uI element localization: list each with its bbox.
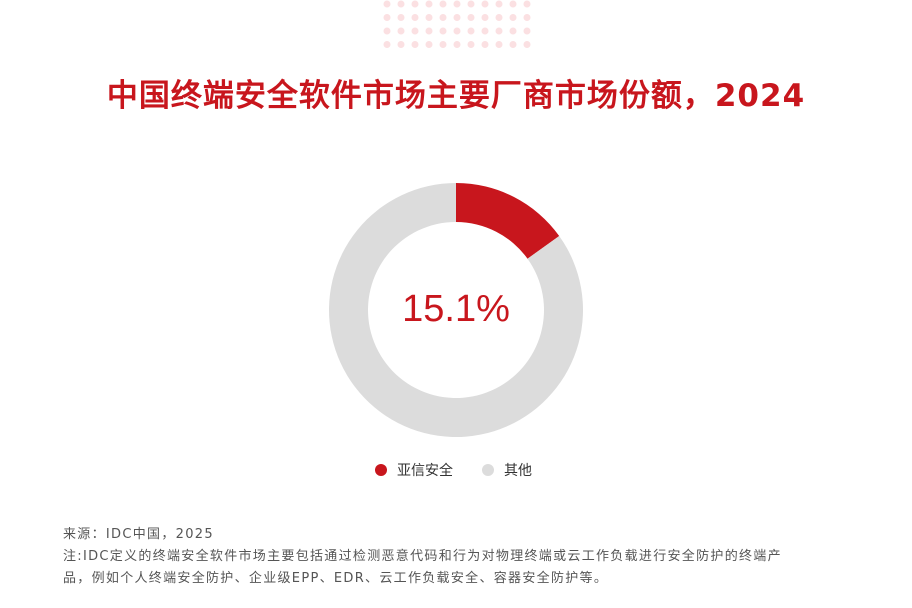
decorative-dot: [439, 27, 447, 35]
decorative-dot: [411, 14, 419, 21]
decorative-dot: [439, 14, 447, 21]
legend-item-1: 其他: [482, 460, 532, 480]
decorative-dot: [481, 27, 489, 35]
legend-label: 亚信安全: [397, 463, 453, 479]
decorative-dot: [397, 0, 405, 8]
decorative-dot: [453, 41, 461, 48]
decorative-dot: [523, 14, 531, 21]
decorative-dot: [453, 0, 461, 8]
decorative-dot: [467, 0, 475, 8]
decorative-dot: [509, 0, 517, 8]
decorative-dot: [397, 27, 405, 35]
decorative-dot: [481, 0, 489, 8]
legend-swatch-red: [375, 464, 387, 476]
decorative-dot: [467, 14, 475, 21]
note-line-1: 注:IDC定义的终端安全软件市场主要包括通过检测恶意代码和行为对物理终端或云工作…: [63, 549, 782, 564]
decorative-dot: [509, 14, 517, 21]
decorative-dot: [495, 0, 503, 8]
decorative-dot: [411, 27, 419, 35]
decorative-dot: [411, 0, 419, 8]
decorative-dot: [495, 41, 503, 48]
decorative-dot: [481, 14, 489, 21]
decorative-dot: [425, 41, 433, 48]
note-line-2: 品，例如个人终端安全防护、企业级EPP、EDR、云工作负载安全、容器安全防护等。: [63, 571, 609, 586]
decorative-dot: [439, 41, 447, 48]
decorative-dot: [425, 14, 433, 21]
donut-slice-1: [329, 183, 583, 437]
chart-title: 中国终端安全软件市场主要厂商市场份额，2024: [106, 78, 806, 114]
decorative-dot: [467, 27, 475, 35]
decorative-dot: [383, 27, 391, 35]
decorative-dot: [425, 0, 433, 8]
decorative-dot: [397, 14, 405, 21]
legend-label: 其他: [504, 463, 532, 479]
decorative-dot: [481, 41, 489, 48]
decorative-dot: [383, 41, 391, 48]
decorative-dot: [523, 27, 531, 35]
decorative-dot: [397, 41, 405, 48]
decorative-dot: [467, 41, 475, 48]
decorative-dot: [383, 0, 391, 8]
legend-item-0: 亚信安全: [375, 460, 453, 480]
source-text: 来源：IDC中国，2025: [63, 527, 214, 542]
decorative-dot: [425, 27, 433, 35]
decorative-dot-pattern: [383, 0, 531, 48]
decorative-dot: [509, 41, 517, 48]
legend-swatch-gray: [482, 464, 494, 476]
center-value-label: 15.1%: [402, 288, 510, 330]
decorative-dot: [495, 27, 503, 35]
decorative-dot: [495, 14, 503, 21]
decorative-dot: [411, 41, 419, 48]
donut-slice-0: [456, 183, 560, 259]
decorative-dot: [439, 0, 447, 8]
decorative-dot: [523, 0, 531, 8]
decorative-dot: [383, 14, 391, 21]
decorative-dot: [509, 27, 517, 35]
decorative-dot: [453, 27, 461, 35]
decorative-dot: [453, 14, 461, 21]
decorative-dot: [523, 41, 531, 48]
